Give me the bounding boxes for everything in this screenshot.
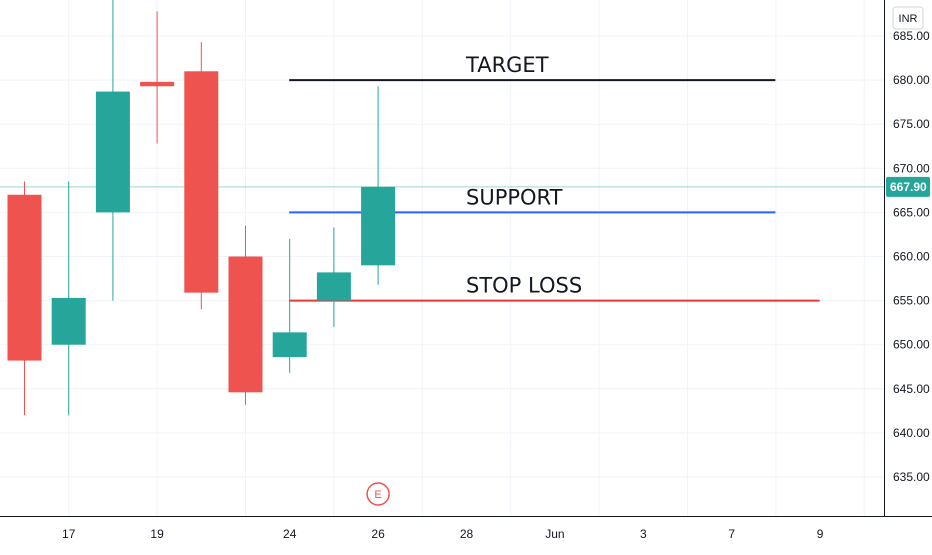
x-tick-label: 3: [640, 527, 647, 541]
currency-badge-box: [892, 6, 924, 30]
x-tick-label: Jun: [545, 527, 564, 541]
candle[interactable]: [51, 181, 86, 416]
y-tick-label: 685.00: [893, 29, 930, 43]
x-tick-label: 19: [150, 527, 164, 541]
y-tick-label: 645.00: [893, 382, 930, 396]
y-tick-label: 665.00: [893, 205, 930, 219]
candle[interactable]: [228, 225, 263, 405]
x-tick-label: 9: [817, 527, 824, 541]
x-tick-label: 26: [371, 527, 385, 541]
y-tick-label: 675.00: [893, 117, 930, 131]
axes: 635.00 640.00 645.00 650.00 655.00 660.00 665.…: [0, 0, 932, 541]
current-price-badge-box: [886, 176, 930, 197]
annotation-label-target: TARGET: [465, 53, 549, 77]
candle[interactable]: [316, 227, 351, 328]
x-tick-label: 28: [460, 527, 474, 541]
earnings-marker[interactable]: E: [366, 482, 390, 506]
current-price-badge: 667.90: [886, 176, 930, 197]
x-tick-label: 7: [728, 527, 735, 541]
annotation-label-support: SUPPORT: [466, 185, 563, 209]
grid: [0, 0, 884, 516]
candle-body[interactable]: [316, 272, 351, 301]
candle-body[interactable]: [7, 194, 42, 361]
currency-label: INR: [899, 13, 918, 25]
candle[interactable]: [184, 42, 219, 310]
y-tick-label: 660.00: [893, 250, 930, 264]
y-tick-label: 680.00: [893, 73, 930, 87]
y-tick-label: 640.00: [893, 426, 930, 440]
x-tick-label: 24: [283, 527, 297, 541]
candle-body[interactable]: [228, 256, 263, 393]
candle[interactable]: [7, 181, 42, 416]
candle[interactable]: [272, 238, 307, 373]
candle-body[interactable]: [272, 332, 307, 358]
candle-body[interactable]: [95, 91, 130, 213]
candle-body[interactable]: [140, 81, 175, 87]
annotation-label-stop-loss: STOP LOSS: [466, 274, 582, 298]
earnings-marker-circle: [366, 482, 390, 506]
candle-body[interactable]: [51, 297, 86, 345]
y-tick-label: 670.00: [893, 161, 930, 175]
candle[interactable]: [140, 11, 175, 144]
y-tick-label: 650.00: [893, 338, 930, 352]
current-price-label: 667.90: [890, 180, 927, 194]
candle[interactable]: [361, 86, 396, 285]
candle[interactable]: [95, 0, 130, 301]
y-tick-label: 635.00: [893, 470, 930, 484]
candles[interactable]: E: [7, 0, 396, 506]
currency-badge[interactable]: INR: [892, 6, 924, 30]
earnings-marker-label: E: [374, 489, 381, 501]
candle-body[interactable]: [184, 71, 219, 293]
y-tick-label: 655.00: [893, 294, 930, 308]
x-tick-label: 17: [62, 527, 76, 541]
candle-body[interactable]: [361, 186, 396, 266]
